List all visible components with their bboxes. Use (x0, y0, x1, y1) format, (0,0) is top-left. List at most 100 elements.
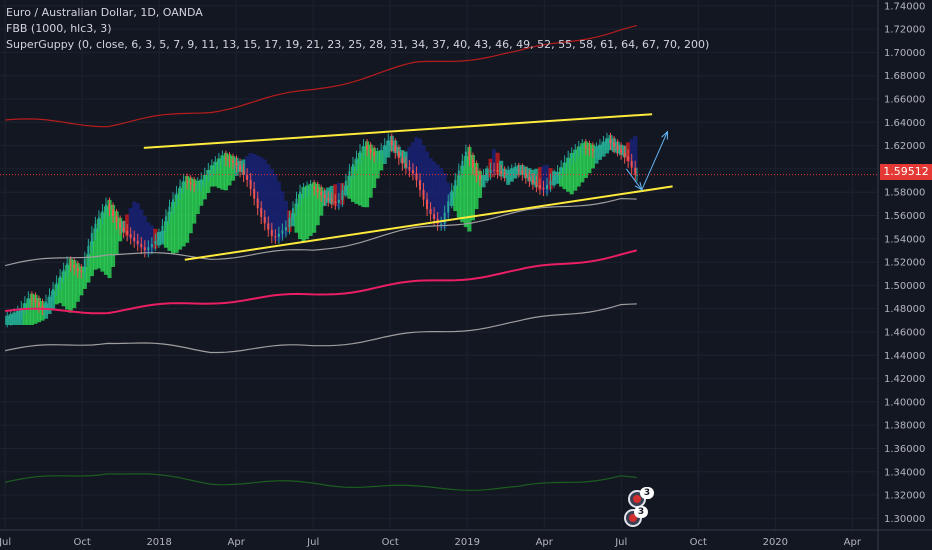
y-tick-label: 1.68000 (884, 71, 925, 82)
indicator-fbb-label[interactable]: FBB (1000, hlc3, 3) (6, 22, 112, 35)
candle-body (344, 180, 347, 191)
candle-body (464, 151, 467, 161)
candle-body (595, 149, 598, 151)
y-tick-label: 1.40000 (884, 397, 925, 408)
guppy-ribbon-slice (442, 172, 447, 229)
candle-body (489, 169, 492, 173)
candle-body (175, 192, 178, 200)
guppy-ribbon-slice (280, 191, 285, 239)
candle-body (193, 183, 196, 186)
guppy-ribbon-slice (262, 159, 267, 222)
candle-body (154, 240, 157, 245)
candle-body (23, 303, 26, 308)
guppy-ribbon-slice (365, 141, 370, 208)
candle-body (270, 229, 273, 237)
candle-body (418, 180, 421, 190)
candle-body (521, 170, 524, 174)
guppy-ribbon-slice (305, 185, 310, 240)
guppy-ribbon-slice (428, 158, 433, 214)
guppy-ribbon-slice (89, 241, 94, 277)
candle-body (133, 237, 136, 241)
candle-body (482, 176, 485, 180)
candle-body (613, 142, 616, 147)
candle-body (457, 170, 460, 181)
candle-body (598, 146, 601, 150)
candle-body (253, 188, 256, 199)
guppy-ribbon-slice (220, 155, 225, 190)
candle-body (510, 171, 513, 173)
guppy-ribbon-slice (195, 180, 200, 215)
candle-body (577, 147, 580, 152)
candle-body (83, 258, 86, 272)
x-tick-label: Oct (74, 537, 91, 548)
guppy-ribbon-slice (562, 162, 567, 190)
candle-body (507, 172, 510, 175)
candle-body (52, 288, 55, 296)
x-tick-label: Jul (0, 537, 11, 548)
candle-body (408, 166, 411, 171)
guppy-ribbon-slice (181, 181, 186, 247)
y-tick-label: 1.50000 (884, 281, 925, 292)
candle-body (164, 216, 167, 226)
candle-body (97, 217, 100, 224)
candle-body (260, 208, 263, 218)
candle-body (20, 307, 23, 313)
y-tick-label: 1.30000 (884, 514, 925, 525)
candle-body (309, 186, 312, 189)
candle-body (284, 227, 287, 231)
candle-body (274, 236, 277, 238)
guppy-ribbon-slice (163, 221, 169, 248)
indicator-superguppy-label[interactable]: SuperGuppy (0, close, 6, 3, 5, 7, 9, 11,… (6, 38, 710, 51)
candle-body (383, 145, 386, 151)
candle-body (16, 312, 19, 316)
guppy-ribbon-slice (417, 138, 423, 185)
candle-body (228, 159, 231, 161)
candle-body (9, 317, 12, 319)
y-tick-label: 1.44000 (884, 351, 925, 362)
candle-body (249, 179, 252, 189)
trendlines (143, 113, 673, 261)
candle-body (531, 180, 534, 183)
candle-body (486, 172, 489, 177)
candle-body (524, 173, 527, 177)
candle-body (62, 269, 65, 277)
candle-body (591, 149, 594, 151)
y-tick-label: 1.58000 (884, 188, 925, 199)
candle-body (394, 145, 397, 152)
guppy-ribbon-slice (301, 187, 306, 243)
candle-body (203, 174, 206, 180)
candle-body (6, 318, 9, 321)
candle-body (616, 146, 619, 150)
symbol-title[interactable]: Euro / Australian Dollar, 1D, OANDA (6, 6, 203, 19)
candle-body (528, 176, 531, 181)
guppy-ribbon-slice (188, 177, 193, 234)
candle-body (115, 215, 118, 223)
candle-body (143, 247, 146, 251)
guppy-ribbon-slice (110, 204, 116, 267)
guppy-ribbon-slice (132, 201, 137, 243)
guppy-ribbon-slice (100, 212, 105, 272)
candle-body (461, 160, 464, 171)
y-tick-label: 1.32000 (884, 491, 925, 502)
candle-body (478, 175, 481, 180)
chart-legend: Euro / Australian Dollar, 1D, OANDA FBB … (6, 5, 709, 53)
candle-body (588, 147, 591, 150)
candle-body (101, 210, 104, 218)
guppy-ribbon-slice (65, 265, 70, 310)
candle-body (630, 160, 633, 168)
guppy-ribbon-slice (439, 167, 444, 229)
guppy-ribbon-slice (368, 144, 373, 198)
candle-body (341, 190, 344, 200)
candle-body (574, 151, 577, 155)
candle-body (553, 176, 556, 181)
last-price-badge: 1.59512 (880, 164, 932, 180)
candle-body (376, 154, 379, 156)
guppy-ribbon-slice (245, 156, 250, 180)
candle-body (366, 146, 369, 150)
guppy-ribbon-slice (297, 194, 303, 240)
candle-body (454, 180, 457, 191)
candle-body (450, 190, 453, 202)
candle-body (471, 159, 474, 168)
